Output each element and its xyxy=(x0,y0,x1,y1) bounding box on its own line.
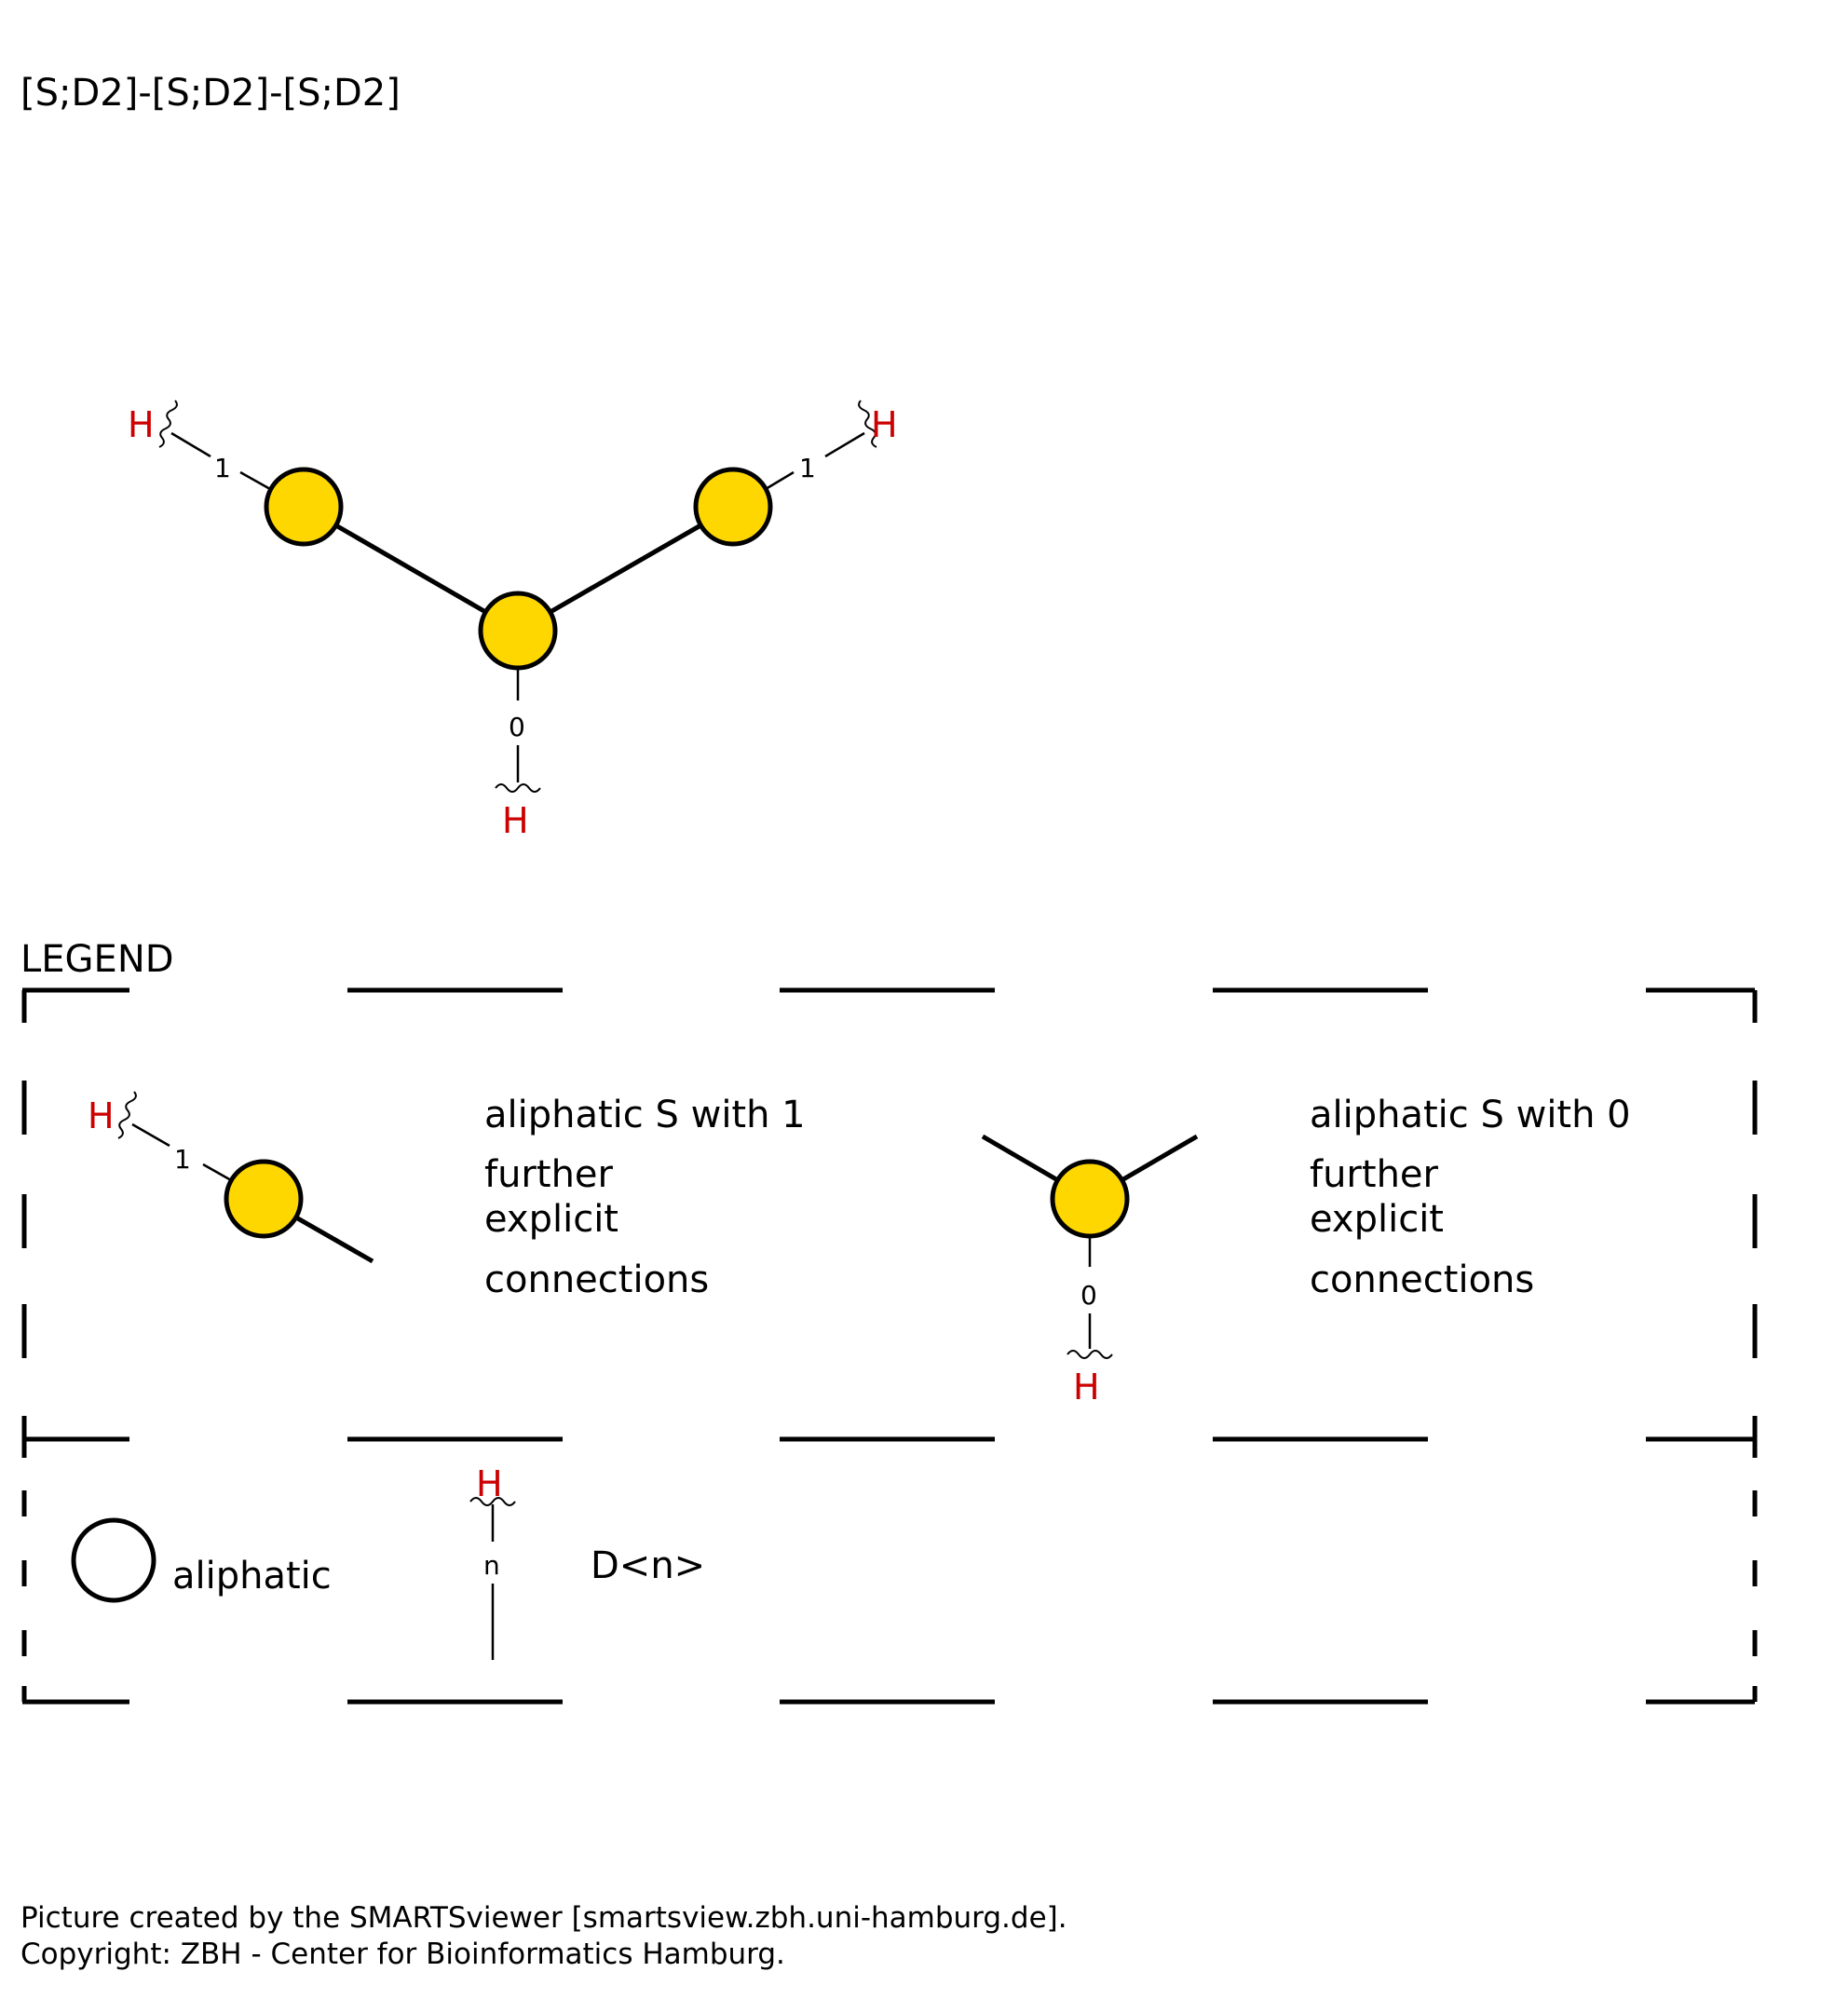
h-label-right: H xyxy=(871,404,898,445)
count-label-center: 0 xyxy=(509,712,525,742)
legend1-atom xyxy=(224,1159,304,1239)
legend-frame xyxy=(21,987,1758,1705)
count-label-right: 1 xyxy=(799,453,816,483)
legend2-text-line3: explicit xyxy=(1310,1198,1444,1241)
atom-s-right xyxy=(693,467,773,547)
molecule-labels: H 1 H 1 0 H xyxy=(128,404,898,841)
molecule-graph xyxy=(158,400,877,793)
legend-degree-h-label: H xyxy=(476,1463,503,1504)
h-link-right-upper xyxy=(824,431,865,458)
wavy-bond-center xyxy=(495,783,541,793)
legend2-wavy-bond xyxy=(1067,1350,1113,1359)
legend-degree-label: D<n> xyxy=(591,1544,705,1587)
legend2-text-line2: further xyxy=(1310,1153,1439,1196)
legend1-text-line1: aliphatic S with 1 xyxy=(484,1094,806,1136)
atom-s-left xyxy=(264,467,344,547)
footer-line2: Copyright: ZBH - Center for Bioinformati… xyxy=(20,1938,785,1971)
legend-title: LEGEND xyxy=(20,938,174,981)
legend-aliphatic-label: aliphatic xyxy=(172,1555,332,1598)
legend1-count-label: 1 xyxy=(174,1144,191,1175)
h-label-left: H xyxy=(128,404,155,445)
h-link-right-lower xyxy=(765,470,795,491)
legend-entry-1 xyxy=(117,1091,374,1264)
wavy-bond-right xyxy=(858,400,877,448)
wavy-bond-left xyxy=(158,400,178,448)
legend1-text-line3: explicit xyxy=(484,1198,618,1241)
legend-degree-symbol xyxy=(469,1497,516,1660)
atom-s-center xyxy=(478,591,558,671)
legend2-count-label: 0 xyxy=(1080,1280,1097,1311)
atom-group xyxy=(264,467,773,671)
legend2-atom xyxy=(1050,1159,1130,1239)
legend-degree-n-label: n xyxy=(483,1550,500,1581)
legend1-h-label: H xyxy=(88,1095,115,1136)
count-label-left: 1 xyxy=(214,453,231,483)
legend1-text-line4: connections xyxy=(484,1258,709,1301)
smarts-string: [S;D2]-[S;D2]-[S;D2] xyxy=(20,72,401,115)
bond-right xyxy=(516,504,735,633)
legend-entry-2 xyxy=(981,1134,1199,1359)
legend1-h-link-lower xyxy=(202,1163,232,1182)
footer-line1: Picture created by the SMARTSviewer [sma… xyxy=(20,1901,1067,1935)
legend1-wavy-bond xyxy=(117,1091,137,1139)
h-link-left-upper xyxy=(170,431,211,458)
legend1-text-line2: further xyxy=(484,1153,614,1196)
bond-left xyxy=(302,504,520,633)
legend2-text-line1: aliphatic S with 0 xyxy=(1310,1094,1631,1136)
legend2-h-label: H xyxy=(1073,1367,1100,1407)
h-label-center: H xyxy=(502,800,529,841)
legend1-h-link-upper xyxy=(131,1122,170,1148)
legend2-text-line4: connections xyxy=(1310,1258,1534,1301)
legend-degree-wavy-bond xyxy=(469,1497,516,1506)
h-link-left-lower xyxy=(239,470,271,491)
legend-aliphatic-symbol xyxy=(71,1517,156,1603)
